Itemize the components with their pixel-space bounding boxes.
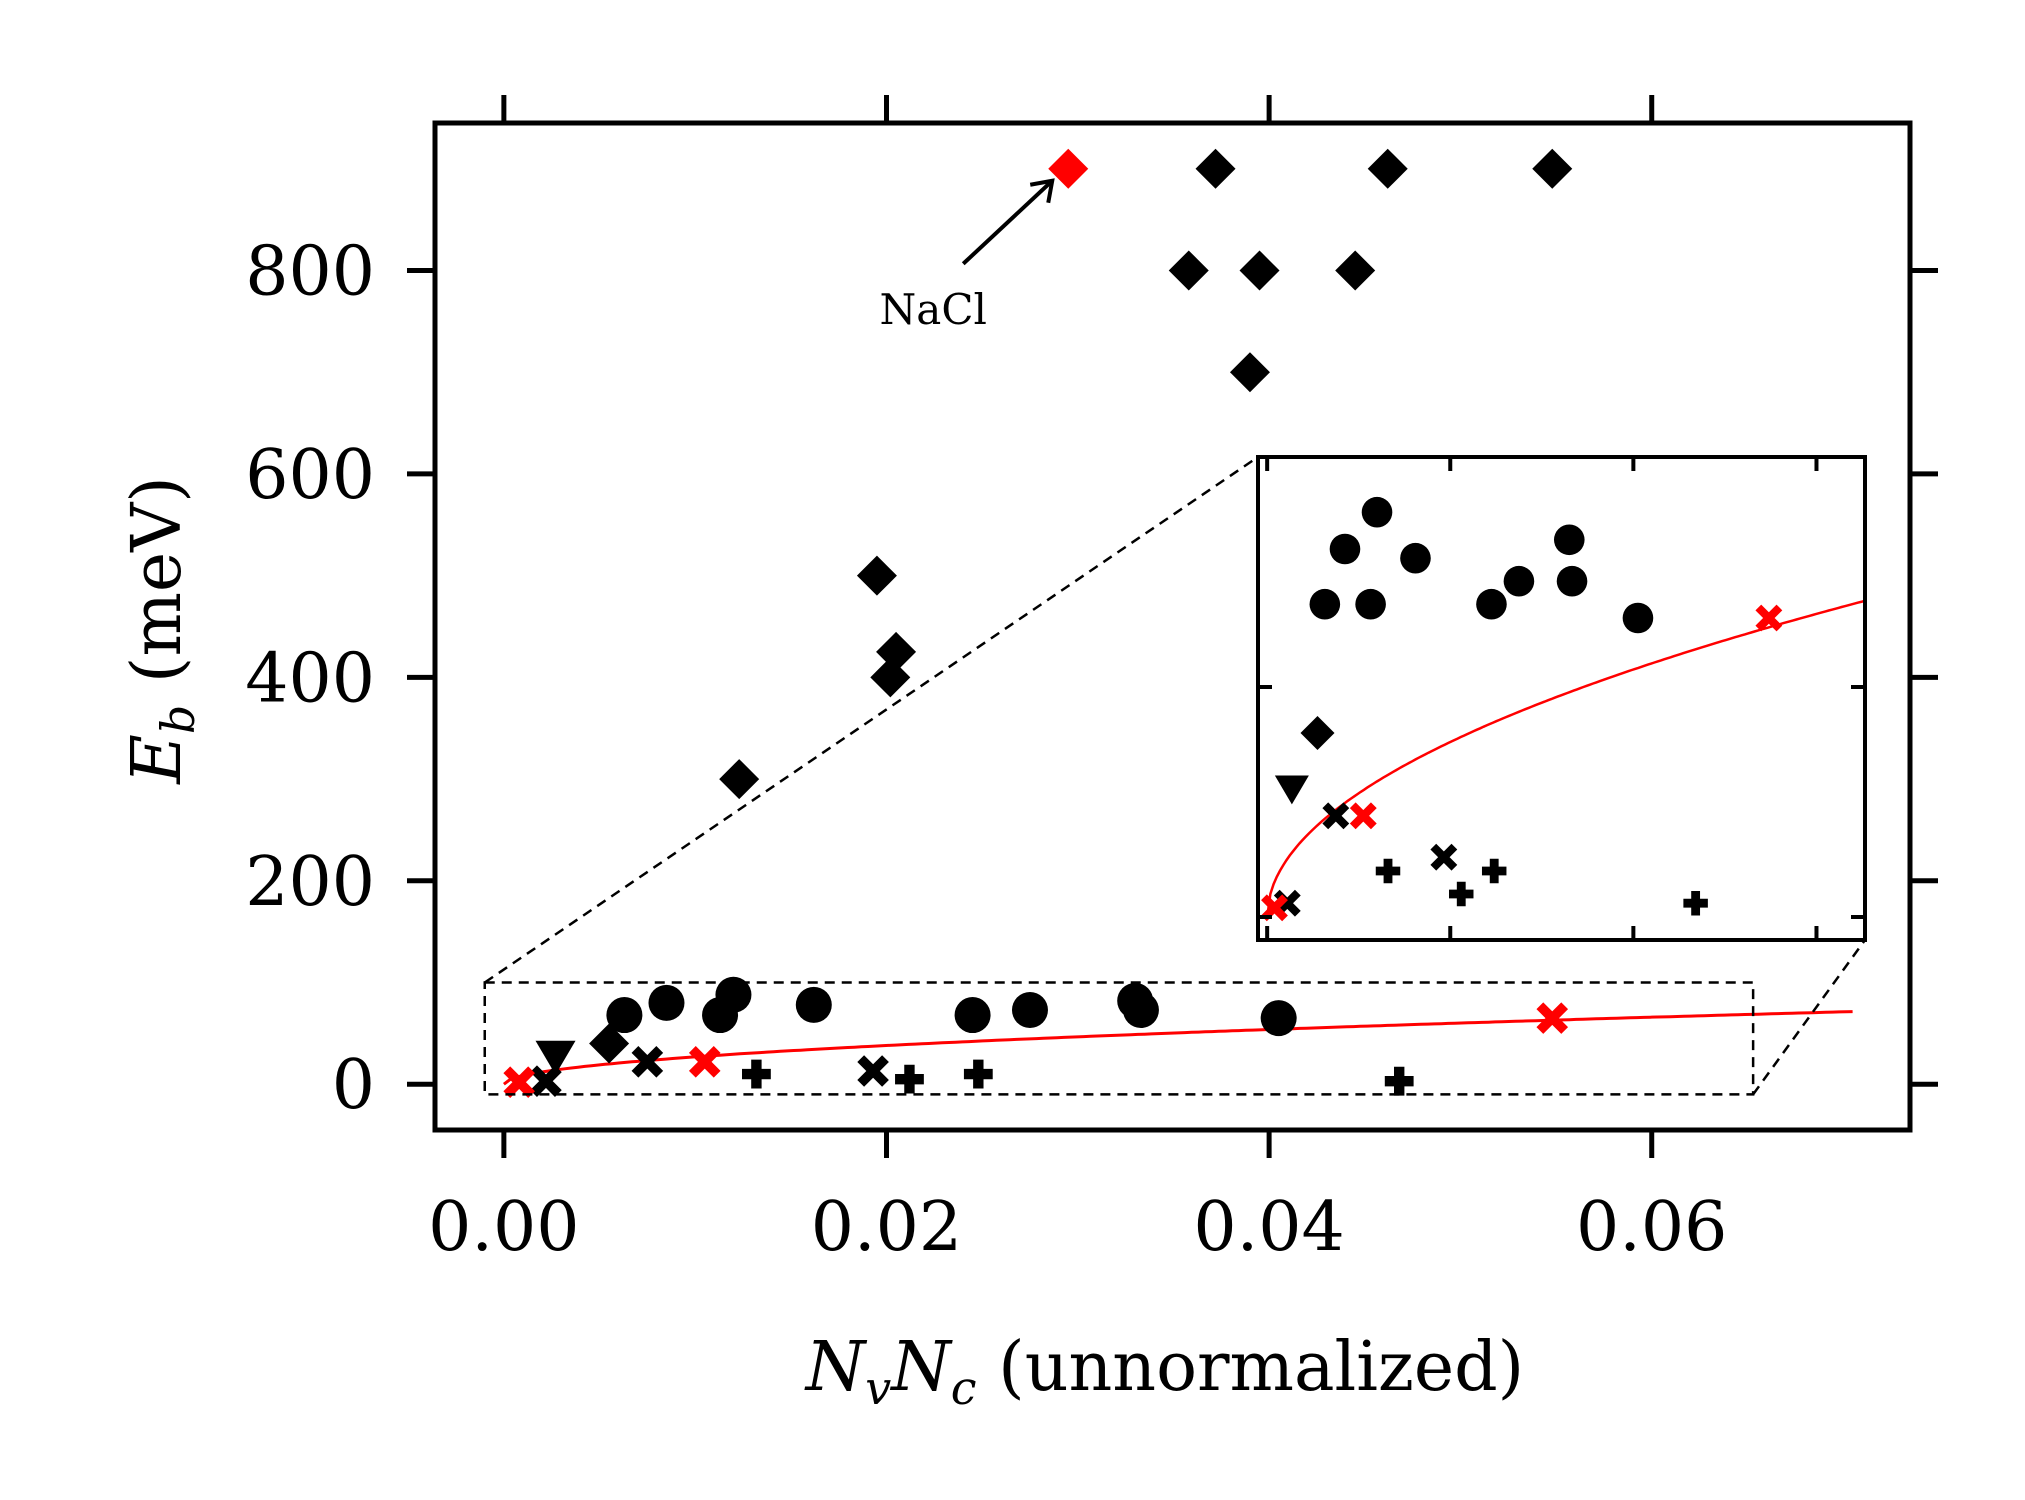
data-point — [606, 997, 643, 1034]
data-point — [1532, 148, 1573, 189]
zoom-region-box — [483, 981, 1755, 1096]
inset-data-point — [1349, 802, 1377, 830]
data-point — [1260, 1000, 1297, 1037]
zoom-connector-line — [1752, 939, 1867, 1096]
inset-data-point — [1556, 565, 1588, 597]
inset-data-point — [1503, 565, 1535, 597]
inset-data-point — [1355, 588, 1386, 620]
x-tick-label: 0.06 — [1576, 1188, 1727, 1267]
inset-data-point — [1322, 802, 1350, 830]
y-tick-label: 800 — [245, 232, 375, 311]
inset-data-point — [1683, 890, 1708, 916]
data-point — [895, 1064, 924, 1094]
data-point — [589, 1023, 630, 1064]
inset-data-point — [1430, 843, 1458, 871]
inset-data-point — [1309, 588, 1341, 620]
main-plot-area: 0.00 0.02 0.04 0.06 0 200 400 600 800 NaCl — [245, 95, 1938, 1267]
annotation-arrowhead — [1029, 178, 1055, 204]
data-point — [688, 1046, 721, 1078]
data-point — [1536, 1002, 1569, 1034]
data-point — [1168, 250, 1209, 291]
inset-data-point — [1361, 496, 1393, 528]
data-point — [715, 976, 752, 1013]
data-point — [870, 657, 911, 698]
inset-data-point — [1449, 881, 1474, 907]
data-point — [1367, 148, 1408, 189]
annotation-label: NaCl — [880, 285, 987, 334]
inset-fit-curve — [1265, 599, 1865, 918]
x-tick-label: 0.04 — [1193, 1188, 1344, 1267]
y-tick-label: 200 — [245, 843, 375, 922]
data-point — [1195, 148, 1236, 189]
inset-plot-area — [1256, 455, 1867, 942]
data-point — [648, 984, 685, 1021]
data-point — [1384, 1066, 1414, 1096]
zoom-connector-line — [484, 455, 1259, 984]
y-tick-label: 600 — [245, 436, 375, 515]
inset-data-point — [1300, 716, 1335, 750]
data-point — [530, 1065, 562, 1097]
data-point — [631, 1046, 664, 1078]
data-point — [742, 1059, 771, 1089]
inset-data-point — [1476, 588, 1507, 620]
inset-frame — [1256, 455, 1867, 942]
inset-data-point — [1274, 775, 1309, 805]
x-axis-label: NvNc (unnormalized) — [804, 1328, 1524, 1415]
data-point — [1011, 991, 1048, 1028]
annotation-arrow — [961, 179, 1054, 266]
data-point — [856, 555, 897, 596]
data-point — [503, 1066, 535, 1098]
x-tick-label: 0.00 — [428, 1188, 579, 1267]
y-axis-label: Eb (meV) — [118, 476, 205, 786]
data-point — [954, 997, 991, 1034]
inset-data-point — [1400, 542, 1431, 574]
data-point — [1239, 250, 1280, 291]
data-point — [1229, 352, 1270, 393]
inset-content — [1261, 496, 1865, 922]
data-point — [535, 1040, 576, 1075]
x-tick-label: 0.02 — [811, 1188, 962, 1267]
data-point — [719, 759, 760, 800]
inset-data-point — [1622, 602, 1654, 634]
data-point — [857, 1055, 889, 1087]
y-tick-label: 0 — [332, 1046, 375, 1125]
inset-data-point — [1755, 604, 1783, 632]
y-tick-label: 400 — [245, 639, 375, 718]
inset-data-point — [1261, 894, 1288, 922]
main-axes-frame — [432, 120, 1913, 1133]
data-point — [1335, 250, 1376, 291]
axis-labels: NvNc (unnormalized) Eb (meV) — [118, 476, 1524, 1415]
data-point — [963, 1059, 993, 1089]
inset-data-point — [1481, 858, 1507, 884]
data-point — [1122, 991, 1159, 1028]
data-point — [795, 986, 832, 1023]
inset-data-point — [1329, 533, 1361, 565]
fit-curve — [502, 1010, 1853, 1086]
inset-data-point — [1375, 858, 1401, 884]
data-point — [1048, 148, 1089, 189]
inset-data-point — [1553, 524, 1585, 556]
